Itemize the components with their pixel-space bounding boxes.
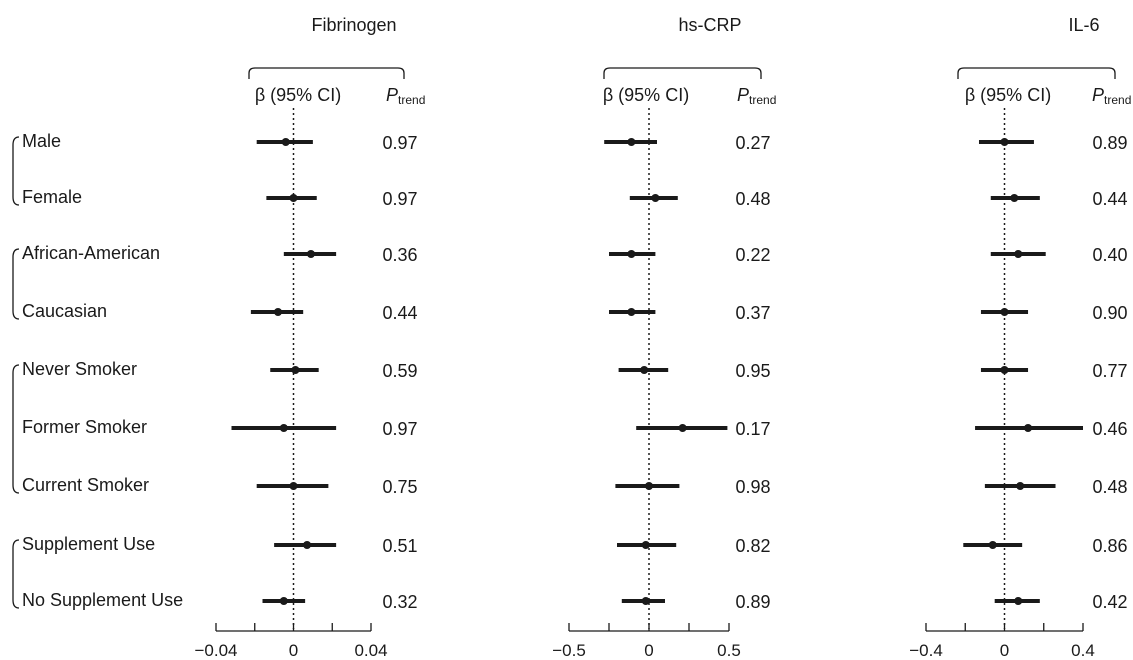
p-trend-subscript: trend [749,93,776,107]
p-trend-header-2: Ptrend [1092,85,1131,107]
p-trend-value-1-5: 0.17 [735,419,770,439]
x-tick-label-0-0: −0.04 [194,641,237,660]
p-trend-value-2-0: 0.89 [1092,133,1127,153]
p-trend-value-0-8: 0.32 [382,592,417,612]
p-trend-value-0-4: 0.59 [382,361,417,381]
p-trend-value-0-1: 0.97 [382,189,417,209]
point-estimate-2-4 [1000,366,1009,374]
p-trend-value-2-7: 0.86 [1092,536,1127,556]
point-estimate-2-3 [1000,308,1009,316]
p-trend-value-2-1: 0.44 [1092,189,1127,209]
x-tick-label-1-2: 0 [644,641,653,660]
p-trend-value-2-2: 0.40 [1092,245,1127,265]
row-label-7: Supplement Use [22,534,155,554]
beta-header-0: β (95% CI) [255,85,341,105]
point-estimate-0-3 [274,308,282,316]
point-estimate-1-4 [640,366,649,374]
p-trend-value-0-3: 0.44 [382,303,417,323]
row-label-1: Female [22,187,82,207]
p-trend-value-1-1: 0.48 [735,189,770,209]
row-label-6: Current Smoker [22,475,149,495]
point-estimate-0-0 [281,138,290,146]
point-estimate-0-1 [289,194,298,202]
p-trend-letter: P [1092,85,1104,105]
row-label-0: Male [22,131,61,151]
header-bracket-2 [957,67,1116,79]
point-estimate-1-6 [645,482,653,490]
point-estimate-2-6 [1016,482,1025,490]
point-estimate-0-7 [303,541,312,549]
p-trend-value-1-0: 0.27 [735,133,770,153]
panel-title-0: Fibrinogen [311,15,396,35]
point-estimate-2-7 [988,541,997,549]
p-trend-value-1-6: 0.98 [735,477,770,497]
header-bracket-0 [248,67,405,79]
point-estimate-0-5 [279,424,288,432]
row-label-5: Former Smoker [22,417,147,437]
p-trend-value-2-8: 0.42 [1092,592,1127,612]
p-trend-value-0-7: 0.51 [382,536,417,556]
row-label-4: Never Smoker [22,359,137,379]
p-trend-value-0-2: 0.36 [382,245,417,265]
beta-header-2: β (95% CI) [965,85,1051,105]
p-trend-value-1-8: 0.89 [735,592,770,612]
row-label-2: African-American [22,243,160,263]
point-estimate-0-4 [291,366,300,374]
header-bracket-1 [603,67,762,79]
point-estimate-2-8 [1014,597,1023,605]
p-trend-value-2-3: 0.90 [1092,303,1127,323]
p-trend-value-0-0: 0.97 [382,133,417,153]
point-estimate-2-0 [1000,138,1009,146]
row-label-8: No Supplement Use [22,590,183,610]
p-trend-value-2-5: 0.46 [1092,419,1127,439]
p-trend-value-1-4: 0.95 [735,361,770,381]
row-label-3: Caucasian [22,301,107,321]
p-trend-value-0-6: 0.75 [382,477,417,497]
p-trend-value-0-5: 0.97 [382,419,417,439]
x-tick-label-2-2: 0 [1000,641,1009,660]
point-estimate-0-6 [289,482,298,490]
point-estimate-1-8 [641,597,650,605]
x-tick-label-2-4: 0.4 [1071,641,1095,660]
point-estimate-0-2 [306,250,315,258]
group-bracket-0 [12,136,20,206]
point-estimate-2-5 [1024,424,1033,432]
p-trend-letter: P [386,85,398,105]
point-estimate-1-3 [627,308,636,316]
point-estimate-1-2 [627,250,636,258]
point-estimate-1-5 [678,424,687,432]
point-estimate-2-1 [1010,194,1019,202]
p-trend-value-2-6: 0.48 [1092,477,1127,497]
panel-title-1: hs-CRP [678,15,741,35]
point-estimate-2-2 [1014,250,1023,258]
p-trend-subscript: trend [398,93,425,107]
group-bracket-1 [12,248,20,320]
p-trend-header-0: Ptrend [386,85,425,107]
beta-header-1: β (95% CI) [603,85,689,105]
point-estimate-0-8 [279,597,288,605]
x-tick-label-1-4: 0.5 [717,641,741,660]
p-trend-value-1-7: 0.82 [735,536,770,556]
p-trend-subscript: trend [1104,93,1131,107]
group-bracket-2 [12,364,20,494]
p-trend-letter: P [737,85,749,105]
p-trend-header-1: Ptrend [737,85,776,107]
point-estimate-1-0 [627,138,636,146]
x-tick-label-2-0: −0.4 [909,641,943,660]
x-tick-label-1-0: −0.5 [552,641,586,660]
point-estimate-1-7 [641,541,650,549]
p-trend-value-1-2: 0.22 [735,245,770,265]
point-estimate-1-1 [651,194,660,202]
panel-title-2: IL-6 [1068,15,1099,35]
group-bracket-3 [12,539,20,609]
x-tick-label-0-4: 0.04 [354,641,387,660]
x-tick-label-0-2: 0 [289,641,298,660]
p-trend-value-1-3: 0.37 [735,303,770,323]
p-trend-value-2-4: 0.77 [1092,361,1127,381]
